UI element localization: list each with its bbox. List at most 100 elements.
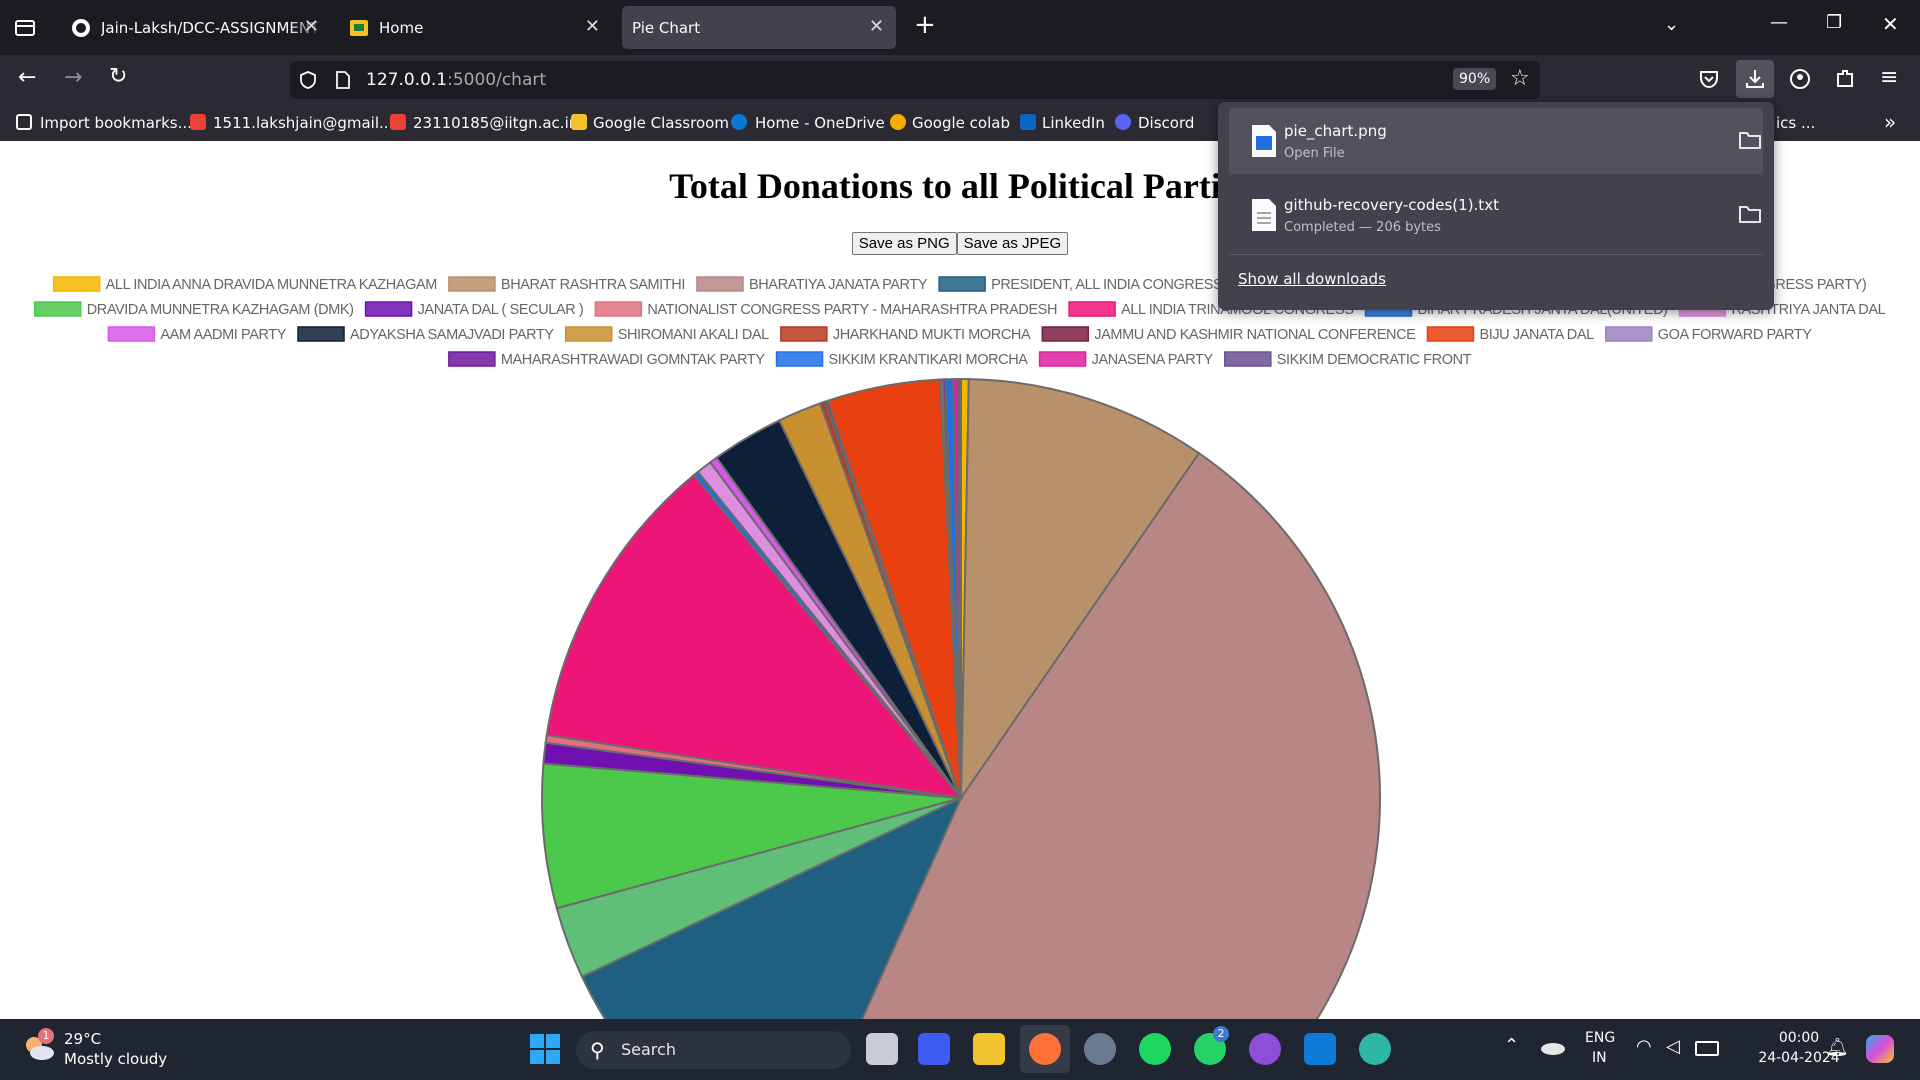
reload-button[interactable]: ↻ [109, 64, 128, 89]
app-icon[interactable] [918, 1033, 950, 1065]
folder-icon[interactable] [1738, 204, 1762, 224]
start-button[interactable] [529, 1033, 561, 1065]
folder-icon[interactable] [1738, 130, 1762, 150]
pocket-icon[interactable] [1698, 68, 1720, 90]
legend-item: JANATA DAL ( SECULAR ) [364, 301, 584, 318]
language[interactable]: ENG [1585, 1030, 1616, 1046]
url-host: 127.0.0.1 [366, 70, 448, 90]
download-item[interactable]: github-recovery-codes(1).txt Completed —… [1229, 182, 1763, 248]
legend-item: BHARAT RASHTRA SAMITHI [448, 276, 685, 293]
restore[interactable]: ❐ [1826, 12, 1843, 33]
page-icon [336, 71, 350, 89]
tab[interactable]: Home ✕ [339, 6, 612, 49]
settings[interactable] [1084, 1033, 1116, 1065]
spotify[interactable] [1139, 1033, 1171, 1065]
legend-label: MAHARASHTRAWADI GOMNTAK PARTY [501, 352, 765, 368]
battery-icon[interactable] [1695, 1041, 1719, 1056]
web-page: ALL INDIA ANNA DRAVIDA MUNNETRA KAZHAGAM… [0, 141, 1920, 1019]
legend-label: JANASENA PARTY [1092, 352, 1214, 368]
tab-list-icon[interactable] [14, 17, 36, 37]
weather-condition: Mostly cloudy [64, 1050, 168, 1068]
legend-label: ALL INDIA ANNA DRAVIDA MUNNETRA KAZHAGAM [106, 277, 437, 293]
github-desktop[interactable] [1249, 1033, 1281, 1065]
download-icon [1746, 70, 1764, 88]
chart-title: Total Donations to all Political Parties [669, 166, 1251, 206]
legend-label: SHIROMANI AKALI DAL [618, 327, 769, 343]
legend-label: JAMMU AND KASHMIR NATIONAL CONFERENCE [1094, 327, 1416, 343]
tab-active[interactable]: Pie Chart ✕ [622, 6, 896, 49]
vscode[interactable] [1304, 1033, 1336, 1065]
new-tab[interactable]: + [914, 10, 936, 40]
language-region[interactable]: IN [1592, 1050, 1607, 1066]
minimize[interactable]: — [1770, 12, 1788, 33]
bookmark[interactable]: LinkedIn [1042, 114, 1105, 132]
notifications[interactable]: 🔔︎ [1826, 1037, 1849, 1058]
search-box[interactable]: ⚲ Search [576, 1031, 851, 1069]
legend-item: ADYAKSHA SAMAJVADI PARTY [297, 326, 555, 343]
legend-swatch [448, 351, 496, 367]
legend-item: SIKKIM DEMOCRATIC FRONT [1224, 351, 1472, 368]
download-status: Completed — 206 bytes [1284, 220, 1441, 235]
legend-swatch [938, 276, 986, 292]
bookmark[interactable]: Import bookmarks... [40, 114, 192, 132]
url-bar[interactable]: 127.0.0.1:5000/chart 90% ☆ [290, 61, 1540, 99]
nav-bar: ← → ↻ 127.0.0.1:5000/chart 90% ☆ ≡ [0, 55, 1920, 104]
legend-swatch [594, 301, 643, 317]
zoom-badge[interactable]: 90% [1453, 68, 1497, 90]
legend-swatch [1038, 351, 1087, 367]
tab-overflow[interactable]: ⌄ [1664, 14, 1680, 35]
downloads-button[interactable] [1736, 60, 1774, 98]
bookmark[interactable]: 23110185@iitgn.ac.in [413, 114, 579, 132]
legend-swatch [1224, 351, 1272, 367]
volume-icon[interactable]: ◁ [1666, 1036, 1680, 1057]
clock-time[interactable]: 00:00 [1778, 1030, 1820, 1046]
bookmark[interactable]: Discord [1138, 114, 1195, 132]
show-all-downloads[interactable]: Show all downloads [1238, 270, 1386, 288]
task-view[interactable] [866, 1033, 898, 1065]
edge[interactable] [1359, 1033, 1391, 1065]
file-icon [1252, 125, 1276, 157]
weather-icon[interactable] [22, 1033, 56, 1063]
bookmark[interactable]: Google Classroom [593, 114, 729, 132]
legend-label: ADYAKSHA SAMAJVADI PARTY [350, 327, 554, 343]
copilot[interactable] [1866, 1035, 1894, 1063]
pie-chart: ALL INDIA ANNA DRAVIDA MUNNETRA KAZHAGAM… [33, 276, 1886, 1019]
back-button[interactable]: ← [18, 65, 37, 90]
tab-close[interactable]: ✕ [868, 16, 884, 37]
account-icon[interactable] [1789, 68, 1811, 90]
file-explorer[interactable] [973, 1033, 1005, 1065]
taskbar: 1 29°C Mostly cloudy ⚲ Search 2 ⌃ ENG IN… [0, 1019, 1920, 1080]
legend-item: AAM AADMI PARTY [107, 326, 287, 343]
download-item[interactable]: pie_chart.png Open File [1229, 108, 1763, 174]
forward-button[interactable]: → [64, 65, 83, 90]
legend-label: BIJU JANATA DAL [1479, 327, 1594, 343]
tab-close[interactable]: ✕ [303, 16, 319, 37]
legend-label: JANATA DAL ( SECULAR ) [418, 302, 584, 318]
bookmark[interactable]: Home - OneDrive [755, 114, 885, 132]
bookmark-star[interactable]: ☆ [1510, 66, 1530, 91]
save-jpeg-button[interactable]: Save as JPEG [956, 232, 1069, 255]
pie-slice [545, 473, 964, 800]
bookmark-icon [731, 114, 747, 130]
tab[interactable]: Jain-Laksh/DCC-ASSIGNMENT- ✕ [61, 6, 331, 49]
bookmarks-overflow[interactable]: » [1884, 110, 1897, 134]
downloads-panel: pie_chart.png Open File github-recovery-… [1218, 102, 1774, 310]
bookmark[interactable]: 1511.lakshjain@gmail.... [213, 114, 399, 132]
tab-close[interactable]: ✕ [584, 16, 600, 37]
legend-item: ALL INDIA ANNA DRAVIDA MUNNETRA KAZHAGAM [52, 276, 437, 293]
bookmark[interactable]: ics ... [1776, 114, 1816, 132]
clock-date[interactable]: 24-04-2024 [1758, 1050, 1840, 1066]
tray-overflow[interactable]: ⌃ [1504, 1035, 1520, 1056]
wifi-icon[interactable]: ◠ [1636, 1036, 1652, 1057]
legend-label: JHARKHAND MUKTI MORCHA [833, 327, 1031, 343]
close-window[interactable]: ✕ [1882, 12, 1899, 36]
bookmark-icon [890, 114, 906, 130]
save-png-button[interactable]: Save as PNG [851, 232, 957, 255]
bookmark[interactable]: Google colab [912, 114, 1010, 132]
extensions-icon[interactable] [1834, 68, 1856, 90]
menu-button[interactable]: ≡ [1880, 65, 1899, 90]
bookmark-icon [390, 114, 406, 130]
onedrive-icon[interactable] [1540, 1039, 1566, 1055]
firefox[interactable] [1029, 1033, 1061, 1065]
